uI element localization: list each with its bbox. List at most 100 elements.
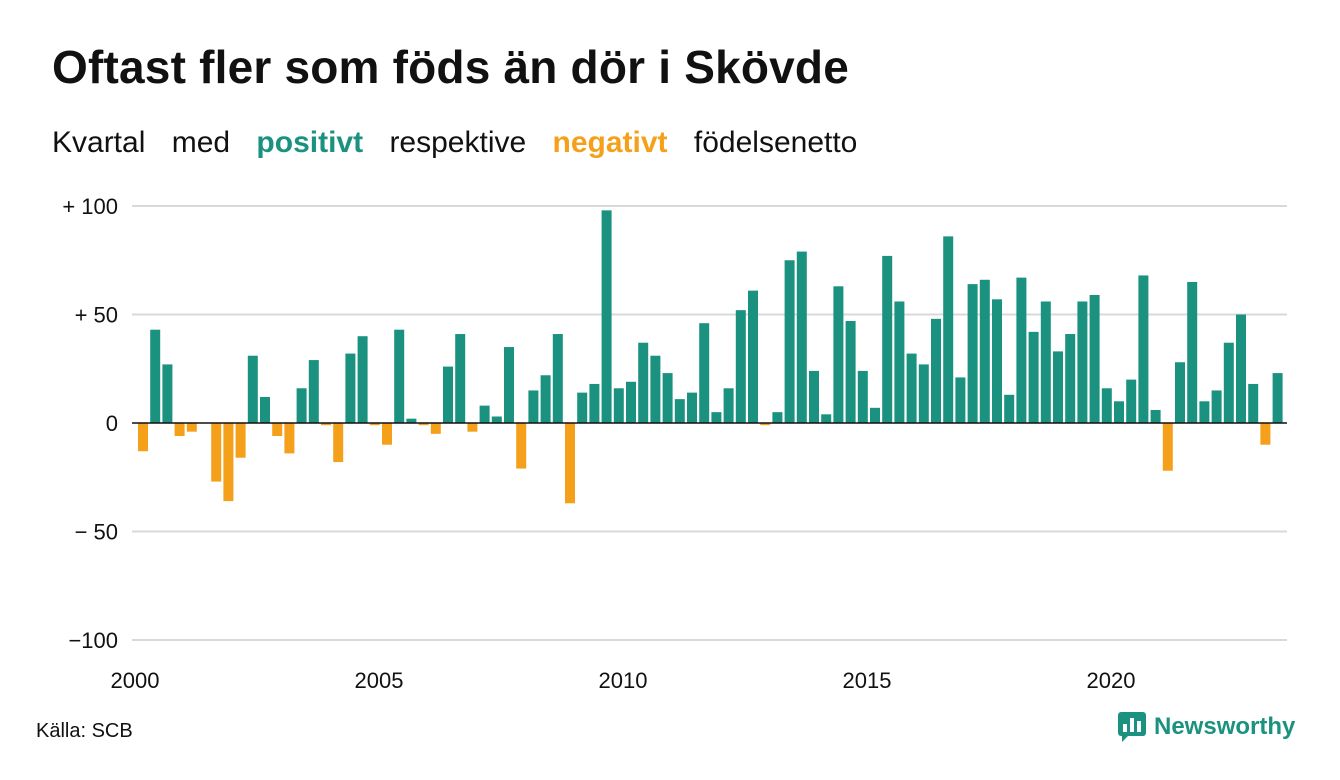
bar xyxy=(235,423,246,458)
subtitle-positive: positivt xyxy=(256,126,364,159)
bar xyxy=(308,360,319,423)
bar xyxy=(443,366,453,423)
bar xyxy=(455,334,466,423)
bar xyxy=(186,423,197,432)
x-tick-label: 2010 xyxy=(599,668,648,693)
bar xyxy=(796,251,807,423)
bar xyxy=(918,364,929,423)
bar xyxy=(369,423,380,426)
y-tick-label: −100 xyxy=(68,628,118,653)
bar xyxy=(1101,388,1112,423)
bar xyxy=(284,423,295,454)
bar-chart: + 100 + 50 0 − 50 −100 2000 2005 2010 2015 2020 xyxy=(62,194,1287,693)
bar xyxy=(1260,423,1271,445)
bar xyxy=(772,412,783,423)
bar xyxy=(894,301,905,423)
bar xyxy=(882,255,893,423)
bar xyxy=(626,381,636,423)
bar xyxy=(943,236,954,423)
bar xyxy=(138,423,148,452)
bar xyxy=(1089,294,1100,423)
bar xyxy=(528,390,539,423)
bar xyxy=(1126,379,1137,423)
bar xyxy=(1040,301,1051,423)
bar xyxy=(174,423,185,437)
bar xyxy=(662,373,673,423)
bar xyxy=(809,370,819,423)
bar xyxy=(1162,423,1173,471)
subtitle-negative: negativt xyxy=(552,126,668,159)
y-tick-label: + 50 xyxy=(75,303,118,328)
bar xyxy=(430,423,441,434)
bar xyxy=(296,388,307,423)
bar xyxy=(577,392,588,423)
bar xyxy=(1114,401,1124,423)
bar xyxy=(247,355,258,423)
x-tick-label: 2000 xyxy=(111,668,160,693)
chart-title: Oftast fler som föds än dör i Skövde xyxy=(52,41,850,93)
bar xyxy=(540,375,551,423)
bar xyxy=(345,353,356,423)
bar xyxy=(1211,390,1222,423)
bar xyxy=(479,405,490,423)
bar xyxy=(601,210,612,423)
bar xyxy=(1272,373,1283,423)
bar xyxy=(150,329,161,423)
bar xyxy=(1248,383,1259,423)
bar xyxy=(589,383,600,423)
bar xyxy=(1077,301,1088,423)
x-tick-label: 2015 xyxy=(843,668,892,693)
bar xyxy=(1028,331,1039,423)
bar xyxy=(1199,401,1210,423)
logo-text: Newsworthy xyxy=(1154,713,1296,740)
chart-logo-icon xyxy=(1118,712,1146,742)
bar xyxy=(821,414,832,423)
source-note: Källa: SCB xyxy=(36,720,133,742)
bar xyxy=(967,284,978,423)
subtitle-word: Kvartal xyxy=(52,126,146,159)
bar xyxy=(979,279,990,423)
bar xyxy=(1138,275,1149,423)
bar xyxy=(687,392,697,423)
bar xyxy=(992,299,1002,423)
bar xyxy=(906,353,917,423)
bar xyxy=(1175,362,1185,423)
chart-subtitle: Kvartal med positivt respektive negativt… xyxy=(52,126,875,160)
bar xyxy=(699,323,710,423)
subtitle-word: födelsenetto xyxy=(693,126,858,159)
bar xyxy=(784,260,795,423)
bar xyxy=(760,423,771,426)
bar xyxy=(333,423,344,463)
bar xyxy=(1223,342,1234,423)
bar xyxy=(272,423,283,437)
bar xyxy=(613,388,624,423)
bar xyxy=(418,423,429,426)
bar xyxy=(1016,277,1027,423)
subtitle-word: respektive xyxy=(389,126,527,159)
y-tick-label: − 50 xyxy=(75,520,118,545)
bar xyxy=(711,412,722,423)
subtitle-word: med xyxy=(171,126,231,159)
bar xyxy=(504,347,514,423)
bar xyxy=(467,423,478,432)
bar xyxy=(552,334,563,423)
bar xyxy=(1053,351,1063,423)
bar xyxy=(870,407,880,423)
bar xyxy=(735,310,746,423)
bar xyxy=(1236,314,1246,423)
bar xyxy=(650,355,661,423)
bar xyxy=(394,329,405,423)
bar xyxy=(406,418,417,423)
bar xyxy=(833,286,844,423)
bar xyxy=(1187,281,1198,423)
bar xyxy=(1150,409,1161,423)
bar xyxy=(931,318,941,423)
bar xyxy=(491,416,502,423)
x-tick-label: 2005 xyxy=(355,668,404,693)
bar xyxy=(223,423,234,502)
bar xyxy=(162,364,173,423)
newsworthy-logo: Newsworthy xyxy=(1118,712,1295,742)
bar xyxy=(565,423,575,504)
bar xyxy=(1065,334,1076,423)
bar xyxy=(748,290,758,423)
